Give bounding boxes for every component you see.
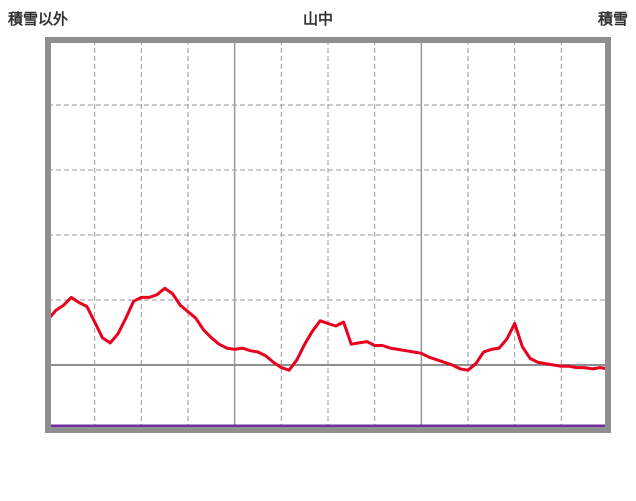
right-axis-title: 積雪 bbox=[597, 11, 628, 28]
plot-frame bbox=[45, 37, 611, 433]
series-line-other bbox=[46, 286, 610, 372]
chart-header: 積雪以外 山中 積雪 bbox=[0, 6, 636, 30]
left-axis-title: 積雪以外 bbox=[8, 11, 69, 28]
station-title: 山中 bbox=[302, 11, 334, 28]
